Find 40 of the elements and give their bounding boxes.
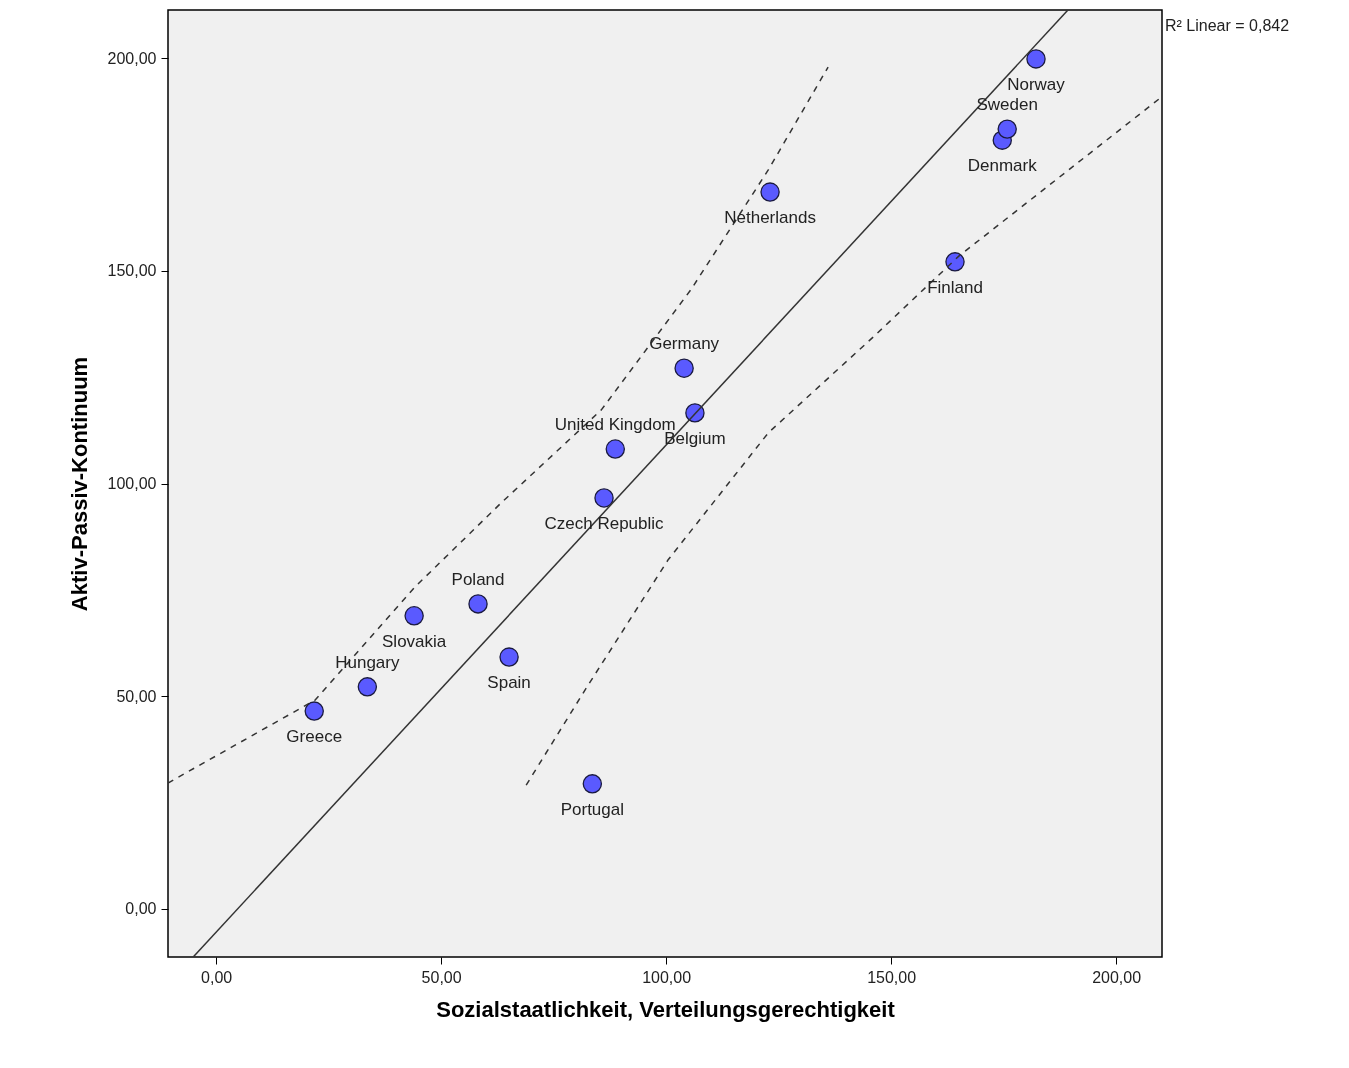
point bbox=[674, 358, 694, 378]
annotation: Spain bbox=[487, 673, 531, 693]
annotation: Slovakia bbox=[382, 631, 447, 651]
point bbox=[760, 182, 780, 202]
annotation: Greece bbox=[286, 727, 343, 747]
x-axis-title: Sozialstaatlichkeit, Verteilungsgerechtigkeit bbox=[436, 996, 896, 1022]
annotation: Denmark bbox=[967, 156, 1038, 176]
line-series bbox=[168, 66, 829, 784]
point bbox=[605, 439, 626, 459]
annotation: Portugal bbox=[560, 799, 624, 819]
x-tick-label: 200,00 bbox=[1092, 968, 1142, 986]
x-tick-label: 100,00 bbox=[642, 968, 692, 986]
point bbox=[1026, 49, 1046, 69]
annotation: Netherlands bbox=[724, 208, 816, 228]
point bbox=[499, 647, 519, 667]
annotation: Hungary bbox=[335, 652, 400, 672]
y-tick-label: 50,00 bbox=[116, 687, 157, 705]
x-tick-label: 50,00 bbox=[421, 968, 462, 986]
y-tick-label: 150,00 bbox=[107, 262, 157, 280]
y-tick-label: 100,00 bbox=[107, 475, 157, 492]
y-tick-label: 0,00 bbox=[125, 900, 157, 918]
text: R² Linear = 0,842 bbox=[1165, 17, 1290, 34]
x-tick-label: 0,00 bbox=[201, 968, 233, 986]
x-tick-label: 150,00 bbox=[867, 968, 917, 986]
y-axis-title: Aktiv-Passiv-Kontinuum bbox=[66, 356, 92, 612]
point bbox=[594, 488, 614, 508]
annotation: Sweden bbox=[976, 95, 1038, 115]
annotation: Norway bbox=[1007, 74, 1066, 94]
point bbox=[945, 252, 965, 272]
point bbox=[468, 594, 488, 614]
point bbox=[357, 677, 378, 697]
point bbox=[404, 606, 424, 626]
annotation: Finland bbox=[927, 277, 983, 297]
y-tick-label: 200,00 bbox=[107, 49, 157, 67]
annotation: Poland bbox=[451, 569, 505, 589]
point bbox=[582, 774, 603, 794]
annotation: Germany bbox=[649, 334, 720, 354]
point bbox=[997, 119, 1017, 139]
point bbox=[304, 701, 324, 721]
annotation: Czech Republic bbox=[544, 513, 665, 533]
